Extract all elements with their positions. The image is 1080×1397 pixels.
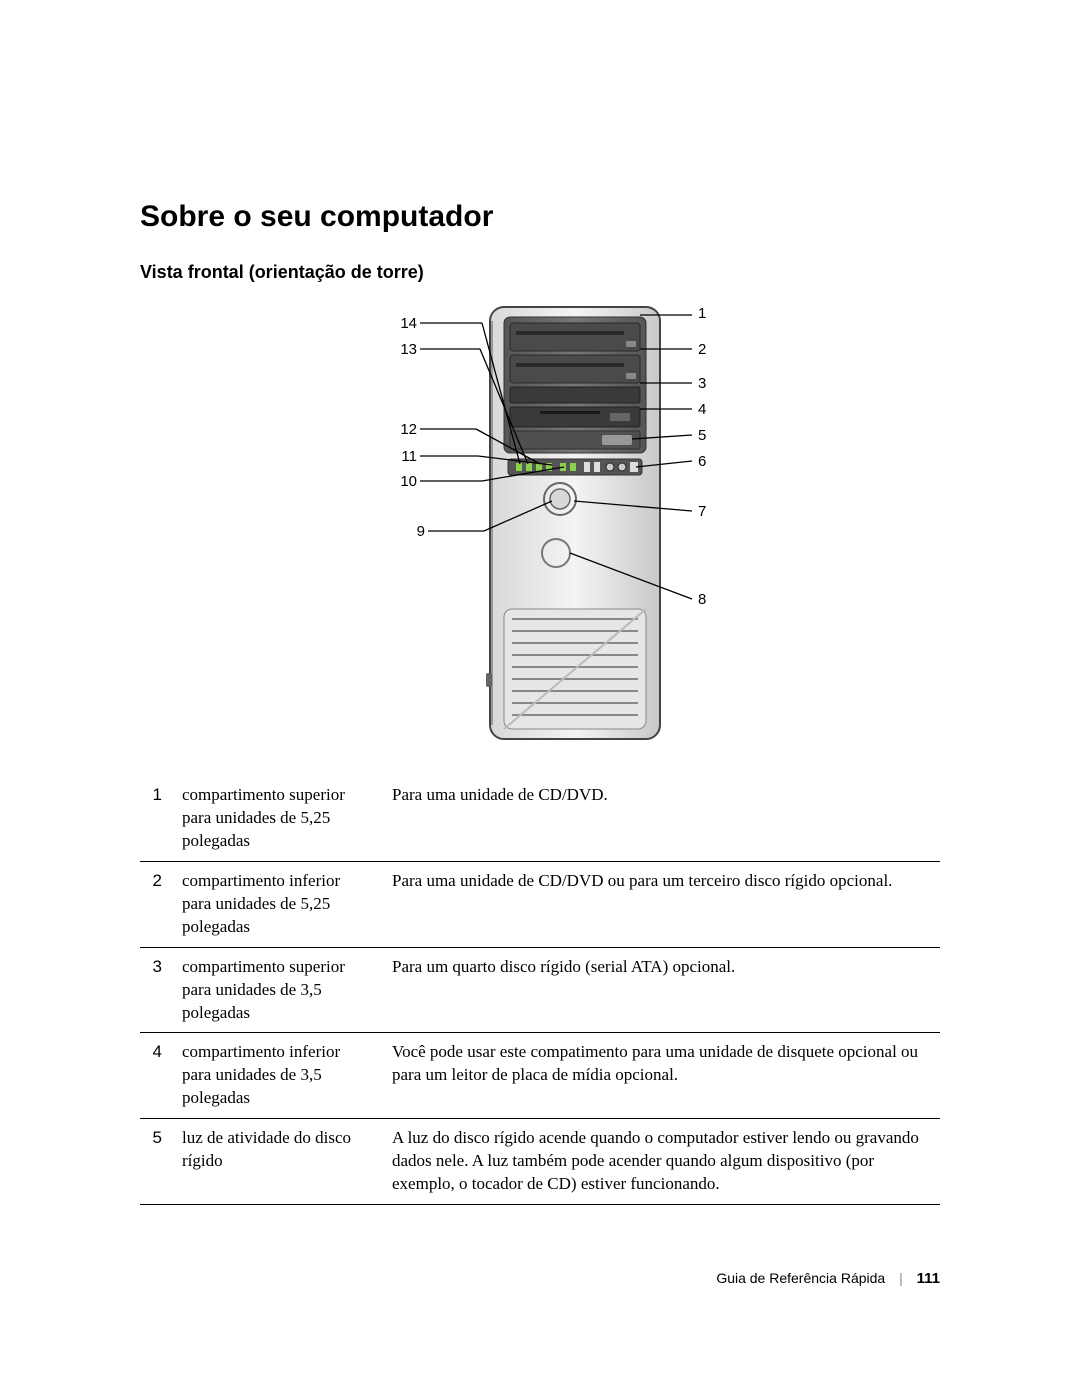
legend-row: 2 compartimento inferior para unidades d… [140, 861, 940, 947]
legend-desc: Para um quarto disco rígido (serial ATA)… [386, 947, 940, 1033]
legend-row: 4 compartimento inferior para unidades d… [140, 1033, 940, 1119]
tower-svg [260, 301, 820, 751]
legend-label: compartimento inferior para unidades de … [176, 1033, 386, 1119]
page-footer: Guia de Referência Rápida | 111 [716, 1270, 940, 1287]
callout-1: 1 [698, 305, 706, 322]
legend-label: compartimento superior para unidades de … [176, 776, 386, 861]
footer-separator: | [899, 1270, 903, 1286]
legend-label: compartimento inferior para unidades de … [176, 861, 386, 947]
callout-11: 11 [392, 448, 417, 465]
diagram-container: 1 2 3 4 5 6 7 8 14 13 12 11 10 9 [140, 301, 940, 751]
legend-table: 1 compartimento superior para unidades d… [140, 776, 940, 1205]
legend-label: luz de atividade do disco rígido [176, 1119, 386, 1205]
callout-2: 2 [698, 341, 706, 358]
callout-9: 9 [400, 523, 425, 540]
callout-7: 7 [698, 503, 706, 520]
callout-4: 4 [698, 401, 706, 418]
legend-num: 5 [140, 1119, 176, 1205]
page-title: Sobre o seu computador [140, 200, 940, 234]
legend-desc: Você pode usar este compatimento para um… [386, 1033, 940, 1119]
legend-desc: Para uma unidade de CD/DVD ou para um te… [386, 861, 940, 947]
footer-page-number: 111 [917, 1270, 940, 1287]
footer-title: Guia de Referência Rápida [716, 1270, 885, 1286]
legend-num: 4 [140, 1033, 176, 1119]
callout-14: 14 [392, 315, 417, 332]
callout-13: 13 [392, 341, 417, 358]
section-title: Vista frontal (orientação de torre) [140, 262, 940, 283]
callout-10: 10 [392, 473, 417, 490]
legend-num: 2 [140, 861, 176, 947]
callout-8: 8 [698, 591, 706, 608]
legend-num: 1 [140, 776, 176, 861]
legend-desc: Para uma unidade de CD/DVD. [386, 776, 940, 861]
legend-desc: A luz do disco rígido acende quando o co… [386, 1119, 940, 1205]
legend-row: 3 compartimento superior para unidades d… [140, 947, 940, 1033]
callout-12: 12 [392, 421, 417, 438]
legend-row: 1 compartimento superior para unidades d… [140, 776, 940, 861]
callout-6: 6 [698, 453, 706, 470]
legend-num: 3 [140, 947, 176, 1033]
callout-3: 3 [698, 375, 706, 392]
legend-label: compartimento superior para unidades de … [176, 947, 386, 1033]
callout-5: 5 [698, 427, 706, 444]
legend-row: 5 luz de atividade do disco rígido A luz… [140, 1119, 940, 1205]
tower-front-diagram: 1 2 3 4 5 6 7 8 14 13 12 11 10 9 [260, 301, 820, 751]
